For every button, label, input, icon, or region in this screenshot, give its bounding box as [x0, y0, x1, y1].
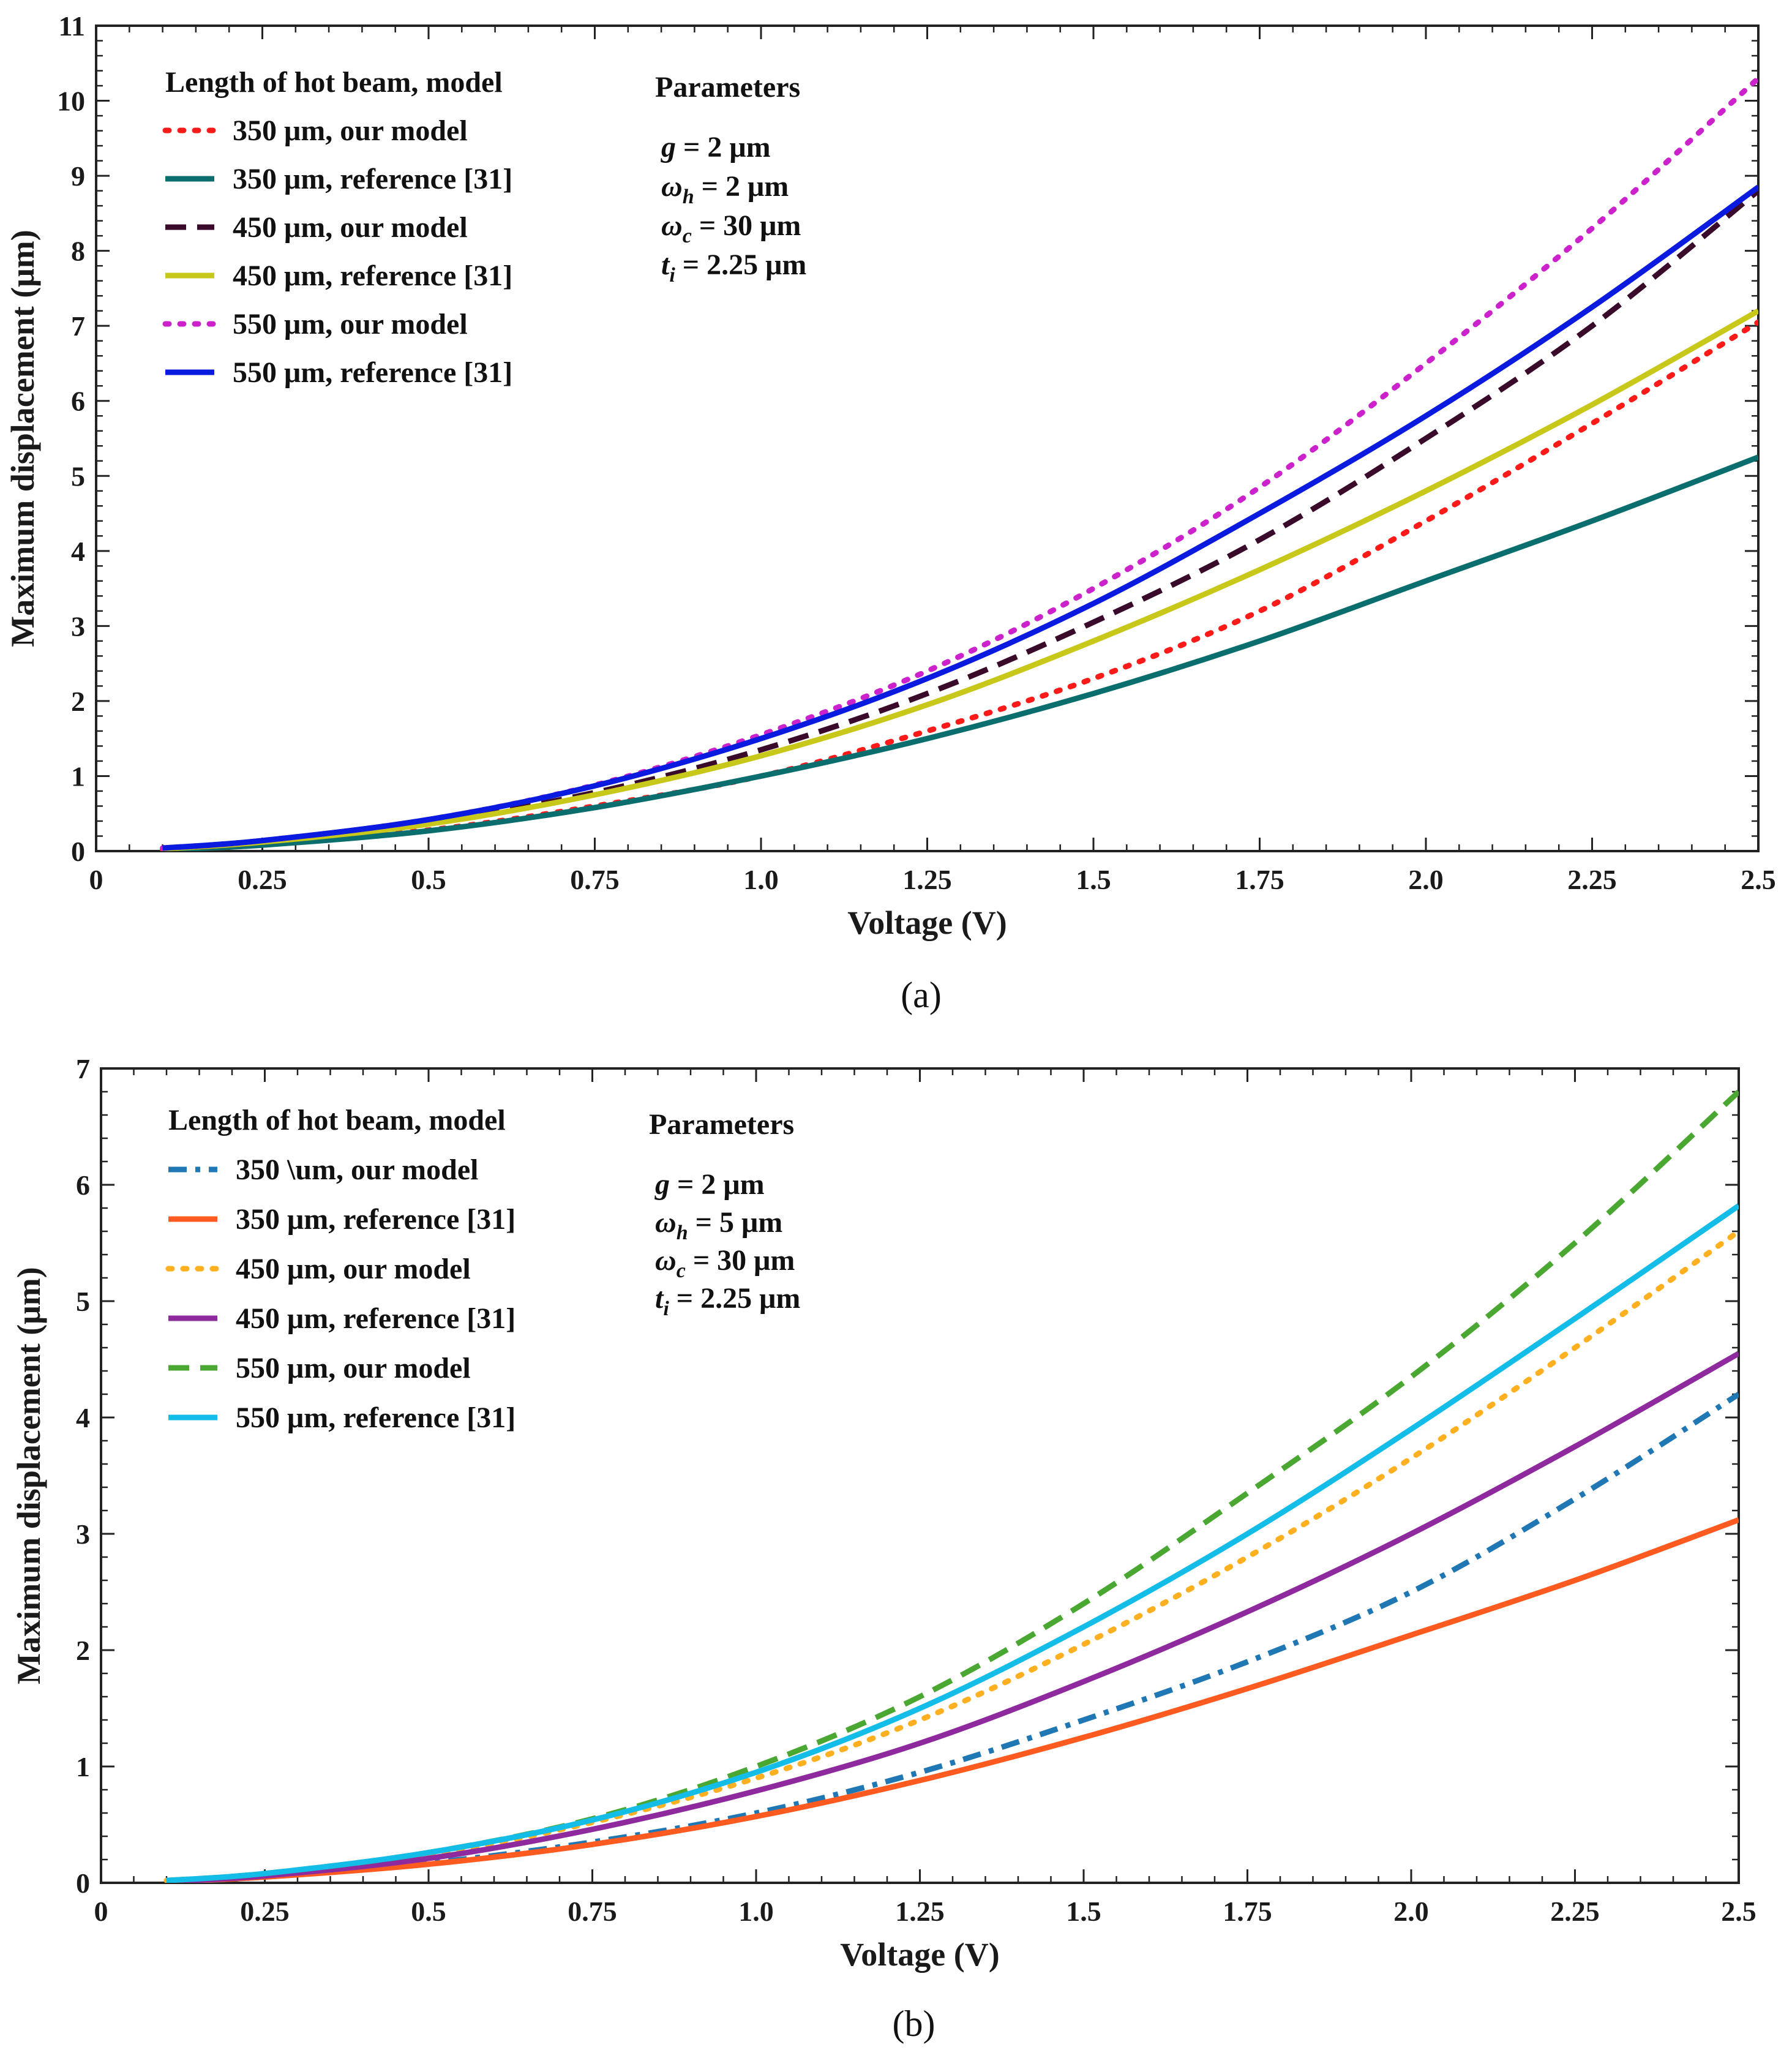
y-axis-title: Maximum displacement (μm) [4, 230, 41, 647]
x-tick-label: 0.75 [568, 1896, 617, 1927]
series-line-6 [166, 1203, 1739, 1883]
x-tick-label: 1.0 [738, 1896, 774, 1927]
y-tick-label: 3 [76, 1519, 90, 1550]
legend-entry-5: 550 μm, our model [233, 308, 468, 340]
y-tick-label: 4 [71, 536, 85, 567]
y-tick-label: 9 [71, 160, 85, 192]
legend-entry-3: 450 μm, our model [236, 1253, 471, 1285]
y-tick-label: 8 [71, 236, 85, 267]
legend-entry-1: 350 μm, our model [233, 114, 468, 147]
parameter-2: ωh = 2 μm [661, 170, 789, 208]
x-tick-label: 2.5 [1741, 864, 1776, 895]
legend-entry-2: 350 μm, reference [31] [233, 163, 512, 195]
series-line-4 [162, 308, 1758, 851]
chart-panel-a: 0 0.25 0.5 0.75 1.0 1.25 1.5 1.75 2.0 2.25 2.5 0 1 2 3… [4, 10, 1776, 1015]
x-tick-label: 2.25 [1550, 1896, 1600, 1927]
plot-frame [100, 1067, 1740, 1884]
parameter-4: ti = 2.25 μm [655, 1282, 800, 1320]
series-line-6 [162, 184, 1758, 851]
panel-label: (a) [901, 975, 942, 1015]
parameter-3: ωc = 30 μm [661, 209, 801, 247]
legend-entry-4: 450 μm, reference [31] [233, 260, 512, 292]
x-tick-label: 1.5 [1066, 1896, 1101, 1927]
y-tick-label: 10 [57, 86, 85, 117]
parameter-1: g = 2 μm [654, 1168, 765, 1201]
y-tick-label: 2 [71, 686, 85, 717]
y-tick-label: 11 [59, 10, 85, 42]
series-line-2 [166, 1517, 1739, 1883]
x-tick-label: 0 [89, 864, 103, 895]
x-axis-title: Voltage (V) [847, 904, 1007, 941]
y-tick-label: 2 [76, 1635, 90, 1666]
y-tick-label: 0 [76, 1868, 90, 1899]
parameters-title: Parameters [655, 71, 800, 103]
y-tick-label: 5 [76, 1286, 90, 1317]
y-axis-title: Maximum displacement (μm) [10, 1267, 47, 1684]
y-tick-label: 0 [71, 836, 85, 867]
x-tick-label: 1.0 [743, 864, 779, 895]
x-tick-label: 0.75 [570, 864, 620, 895]
legend-title: Length of hot beam, model [168, 1104, 506, 1136]
parameter-2: ωh = 5 μm [655, 1206, 782, 1244]
x-tick-label: 2.0 [1393, 1896, 1429, 1927]
series-line-1 [160, 319, 1758, 851]
y-tick-label: 5 [71, 460, 85, 492]
x-tick-label: 2.5 [1721, 1896, 1756, 1927]
y-tick-label: 4 [76, 1402, 90, 1433]
legend-entry-5: 550 μm, our model [236, 1352, 471, 1384]
x-tick-label: 0.25 [240, 1896, 290, 1927]
x-tick-label: 2.25 [1567, 864, 1617, 895]
y-tick-label: 3 [71, 610, 85, 642]
legend-title: Length of hot beam, model [165, 66, 503, 99]
chart-panel-b: 0 0.25 0.5 0.75 1.0 1.25 1.5 1.75 2.0 2.25 2.5 0 1 2 3… [10, 1053, 1756, 2044]
y-tick-label: 7 [71, 310, 85, 342]
x-tick-label: 0.5 [411, 864, 446, 895]
plot-frame [95, 24, 1760, 852]
series-line-4 [166, 1351, 1739, 1883]
legend-entry-2: 350 μm, reference [31] [236, 1203, 515, 1236]
legend-entry-6: 550 μm, reference [31] [236, 1402, 515, 1434]
x-tick-label: 0.25 [238, 864, 287, 895]
x-tick-label: 1.25 [895, 1896, 945, 1927]
series-line-1 [166, 1392, 1739, 1883]
y-tick-label: 6 [76, 1169, 90, 1201]
legend-entry-6: 550 μm, reference [31] [233, 356, 512, 389]
legend-entry-3: 450 μm, our model [233, 211, 468, 244]
y-tick-label: 6 [71, 386, 85, 417]
parameter-4: ti = 2.25 μm [661, 249, 806, 287]
y-tick-label: 1 [76, 1751, 90, 1782]
panel-label: (b) [893, 2003, 935, 2044]
x-tick-label: 0.5 [411, 1896, 446, 1927]
x-tick-label: 1.5 [1076, 864, 1111, 895]
x-tick-label: 2.0 [1408, 864, 1444, 895]
x-tick-label: 0 [94, 1896, 108, 1927]
x-tick-label: 1.75 [1223, 1896, 1272, 1927]
x-axis-title: Voltage (V) [840, 1936, 999, 1973]
parameters-title: Parameters [649, 1108, 794, 1141]
y-tick-label: 1 [71, 760, 85, 792]
legend-entry-4: 450 μm, reference [31] [236, 1302, 515, 1335]
parameter-1: g = 2 μm [661, 131, 771, 163]
legend-entry-1: 350 \um, our model [236, 1154, 478, 1186]
x-tick-label: 1.75 [1235, 864, 1284, 895]
x-tick-label: 1.25 [902, 864, 952, 895]
parameter-3: ωc = 30 μm [655, 1244, 795, 1282]
y-tick-label: 7 [76, 1053, 90, 1084]
series-line-2 [162, 454, 1758, 851]
